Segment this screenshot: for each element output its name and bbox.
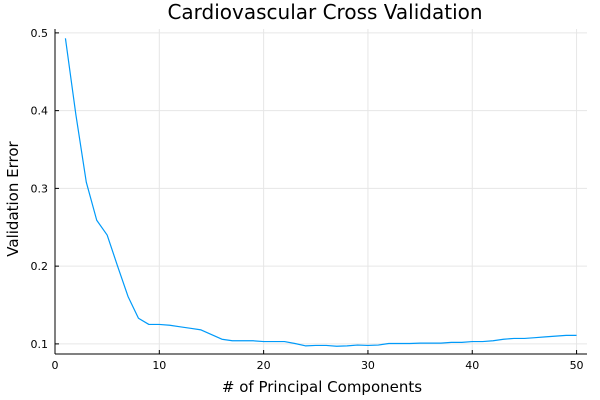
y-tick-label: 0.1 [31, 338, 49, 351]
y-tick-label: 0.4 [31, 105, 49, 118]
axes [54, 29, 587, 355]
grid [54, 29, 587, 354]
x-tick-label: 40 [465, 359, 479, 372]
x-tick-label: 30 [361, 359, 375, 372]
y-tick-label: 0.2 [31, 260, 49, 273]
x-tick-label: 0 [52, 359, 59, 372]
series-layer [64, 38, 577, 347]
y-tick-label: 0.3 [31, 182, 49, 195]
x-axis-label: # of Principal Components [222, 378, 422, 396]
x-tick-label: 20 [257, 359, 271, 372]
chart-title: Cardiovascular Cross Validation [167, 0, 482, 24]
x-tick-label: 10 [152, 359, 166, 372]
x-tick-label: 50 [570, 359, 584, 372]
tick-labels: 0 10 20 30 40 50 0.1 0.2 0.3 0.4 0.5 [31, 27, 584, 372]
series-line [64, 38, 577, 347]
y-tick-label: 0.5 [31, 27, 49, 40]
y-axis-label: Validation Error [4, 140, 22, 256]
